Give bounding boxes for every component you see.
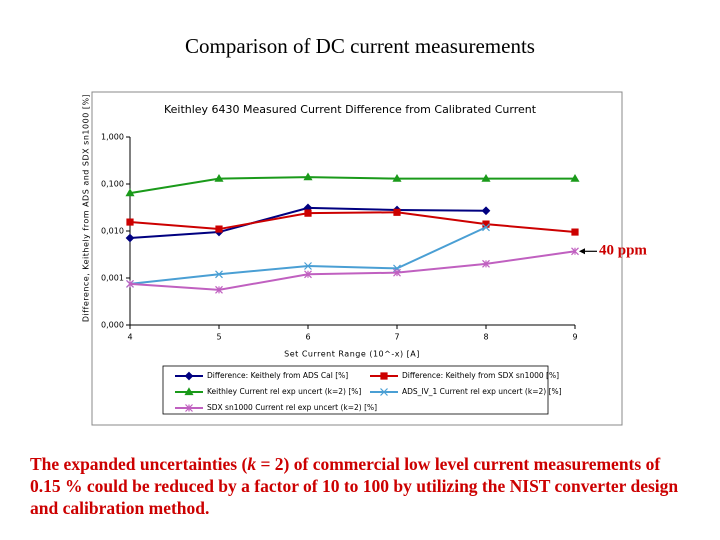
legend-label: ADS_IV_1 Current rel exp uncert (k=2) [%… — [402, 387, 562, 396]
point — [393, 208, 401, 216]
point — [481, 206, 491, 216]
point — [304, 209, 312, 217]
x-tick-label: 4 — [127, 333, 132, 342]
legend-box — [162, 365, 549, 415]
legend-marker — [380, 388, 388, 396]
point — [570, 173, 580, 182]
chart-frame — [91, 91, 623, 426]
y-axis-label: Difference, Keithely from ADS and SDX sn… — [82, 94, 91, 322]
y-tick-label: 0,001 — [101, 274, 124, 283]
x-axis-label: Set Current Range (10^-x) [A] — [284, 350, 420, 359]
caption-text: = 2) of commercial low level current mea… — [30, 454, 679, 518]
series-line — [129, 211, 576, 234]
point — [392, 173, 402, 182]
chart-title: Keithley 6430 Measured Current Differenc… — [164, 103, 537, 116]
legend-label: Keithley Current rel exp uncert (k=2) [%… — [207, 387, 361, 396]
point — [125, 188, 135, 197]
point — [126, 279, 134, 288]
y-tick-label: 0,100 — [101, 180, 124, 189]
point — [571, 228, 579, 236]
x-tick-label: 7 — [394, 333, 399, 342]
x-tick-label: 8 — [483, 333, 488, 342]
point — [126, 218, 134, 226]
annotation-arrowhead — [579, 248, 585, 255]
point — [304, 262, 312, 270]
annotation: 40 ppm — [599, 243, 647, 259]
series-line — [129, 250, 576, 291]
point — [571, 247, 579, 256]
point — [215, 225, 223, 233]
legend-label: Difference: Keithely from SDX sn1000 [%] — [402, 371, 559, 380]
point — [303, 172, 313, 181]
x-tick-label: 9 — [572, 333, 577, 342]
point — [215, 270, 223, 279]
series-line — [129, 176, 575, 195]
point — [304, 270, 312, 279]
x-tick-label: 5 — [216, 333, 221, 342]
legend-label: Difference: Keithely from ADS Cal [%] — [207, 371, 348, 380]
point — [125, 233, 135, 243]
legend-marker — [380, 372, 388, 380]
legend-marker — [184, 387, 194, 396]
y-tick-label: 1,000 — [101, 133, 124, 142]
point — [215, 285, 223, 294]
point — [482, 223, 490, 232]
point — [482, 220, 490, 228]
caption-text: The expanded uncertainties ( — [30, 454, 248, 474]
point — [214, 173, 224, 182]
caption-k: k — [247, 454, 257, 474]
legend-marker — [185, 404, 193, 412]
x-tick-label: 6 — [305, 333, 310, 342]
point — [393, 268, 401, 277]
y-tick-label: 0,010 — [101, 227, 124, 236]
point — [481, 173, 491, 182]
point — [482, 259, 490, 268]
slide-title: Comparison of DC current measurements — [185, 34, 535, 58]
caption: The expanded uncertainties (k = 2) of co… — [30, 453, 695, 519]
legend-label: SDX sn1000 Current rel exp uncert (k=2) … — [207, 403, 377, 412]
legend-marker — [184, 371, 194, 381]
y-tick-label: 0,000 — [101, 321, 124, 330]
